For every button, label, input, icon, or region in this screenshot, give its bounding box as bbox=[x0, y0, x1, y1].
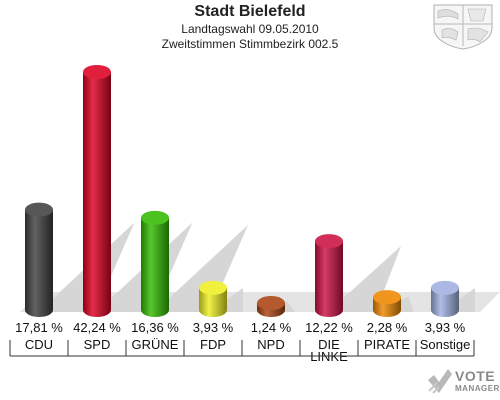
chart-subtitle-district: Zweitstimmen Stimmbezirk 002.5 bbox=[161, 37, 339, 51]
bar-cap-npd bbox=[257, 296, 285, 311]
category-label-pirate: PIRATE bbox=[364, 337, 410, 352]
bar-sonstige bbox=[431, 287, 459, 317]
bar-cap-sonstige bbox=[431, 280, 459, 295]
value-label-gr-ne: 16,36 % bbox=[131, 320, 179, 335]
bar-spd bbox=[83, 72, 111, 317]
nrw-coat-of-arms-icon bbox=[433, 4, 493, 50]
value-label-die-linke: 12,22 % bbox=[305, 320, 353, 335]
category-label-gr-ne: GRÜNE bbox=[132, 337, 179, 352]
value-label-sonstige: 3,93 % bbox=[425, 320, 466, 335]
bar-cap-fdp bbox=[199, 280, 227, 295]
category-label-npd: NPD bbox=[257, 337, 284, 352]
bar-cap-cdu bbox=[25, 202, 53, 217]
bar-cap-pirate bbox=[373, 290, 401, 305]
vote-manager-logo: VOTE MANAGER bbox=[425, 365, 499, 397]
chart-subtitle-election: Landtagswahl 09.05.2010 bbox=[181, 22, 319, 36]
bar-shadow-fdp bbox=[223, 288, 243, 312]
logo-text-manager: MANAGER bbox=[455, 384, 500, 393]
category-label-fdp: FDP bbox=[200, 337, 226, 352]
bar-cap-gr-ne bbox=[141, 210, 169, 225]
bar-cap-die-linke bbox=[315, 234, 343, 249]
bar-die-linke bbox=[315, 241, 343, 317]
bar-shadow-pirate bbox=[397, 296, 414, 312]
value-label-cdu: 17,81 % bbox=[15, 320, 63, 335]
bar-gr-ne bbox=[141, 217, 169, 317]
value-label-npd: 1,24 % bbox=[251, 320, 292, 335]
category-label-sonstige: Sonstige bbox=[420, 337, 471, 352]
bar-shadow-gr-ne bbox=[165, 225, 248, 312]
bar-shadow-die-linke bbox=[339, 246, 401, 312]
value-label-fdp: 3,93 % bbox=[193, 320, 234, 335]
category-label-cdu: CDU bbox=[25, 337, 53, 352]
value-label-pirate: 2,28 % bbox=[367, 320, 408, 335]
logo-text-vote: VOTE bbox=[455, 368, 496, 384]
category-label-die-linke: DIE LINKE bbox=[310, 337, 348, 364]
bar-cap-spd bbox=[83, 65, 111, 79]
category-label-spd: SPD bbox=[84, 337, 111, 352]
value-label-spd: 42,24 % bbox=[73, 320, 121, 335]
bar-shadow-sonstige bbox=[455, 288, 475, 312]
checkmark-icon bbox=[428, 369, 452, 394]
bar-cdu bbox=[25, 209, 53, 317]
chart-title: Stadt Bielefeld bbox=[194, 3, 306, 20]
bar-fdp bbox=[199, 287, 227, 317]
